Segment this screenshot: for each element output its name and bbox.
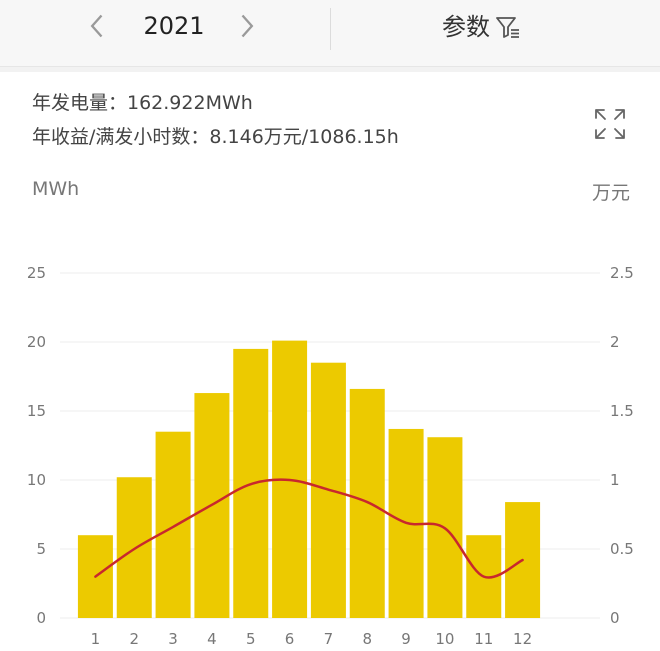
right-axis-unit: 万元	[591, 182, 630, 204]
x-axis-tick-label: 2	[129, 630, 139, 648]
previous-year-button[interactable]	[80, 8, 116, 44]
params-label: 参数	[442, 13, 490, 41]
left-axis-tick-label: 20	[27, 333, 46, 351]
left-axis-tick-label: 5	[36, 540, 46, 558]
generation-bar-3[interactable]	[155, 431, 191, 618]
generation-bar-8[interactable]	[349, 388, 385, 618]
chart-card: 年发电量：162.922MWh 年收益/满发小时数：8.146万元/1086.1…	[0, 72, 660, 651]
chevron-left-icon	[90, 14, 103, 38]
left-axis-tick-label: 25	[27, 264, 46, 282]
right-axis-tick-label: 1	[610, 471, 620, 489]
x-axis-tick-label: 11	[474, 630, 493, 648]
next-year-button[interactable]	[228, 8, 264, 44]
year-label: 2021	[143, 12, 205, 40]
header-divider	[330, 8, 331, 50]
left-axis-tick-label: 0	[36, 609, 46, 627]
x-axis-tick-label: 9	[401, 630, 411, 648]
right-axis-tick-label: 2.5	[610, 264, 634, 282]
x-axis-tick-label: 5	[246, 630, 256, 648]
left-axis-unit: MWh	[32, 178, 80, 200]
x-axis-tick-label: 10	[435, 630, 454, 648]
filter-icon	[496, 17, 519, 38]
annual-generation-text: 年发电量：162.922MWh	[32, 92, 253, 114]
expand-icon[interactable]	[592, 106, 628, 142]
x-axis-tick-label: 4	[207, 630, 217, 648]
left-axis-tick-label: 10	[27, 471, 46, 489]
x-axis-tick-label: 8	[362, 630, 372, 648]
top-bar: 2021 参数	[0, 0, 660, 67]
x-axis-tick-label: 12	[513, 630, 532, 648]
right-axis-tick-label: 1.5	[610, 402, 634, 420]
annual-revenue-hours-text: 年收益/满发小时数：8.146万元/1086.15h	[32, 126, 399, 148]
chevron-right-icon	[241, 14, 254, 38]
right-axis-tick-label: 0	[610, 609, 620, 627]
x-axis-tick-label: 3	[168, 630, 178, 648]
x-axis-tick-label: 6	[285, 630, 295, 648]
revenue-line	[94, 478, 524, 579]
right-axis-tick-label: 0.5	[610, 540, 634, 558]
params-filter-button[interactable]: 参数	[442, 8, 522, 46]
right-axis-tick-label: 2	[610, 333, 620, 351]
x-axis-tick-label: 1	[91, 630, 101, 648]
left-axis-tick-label: 15	[27, 402, 46, 420]
x-axis-tick-label: 7	[324, 630, 334, 648]
